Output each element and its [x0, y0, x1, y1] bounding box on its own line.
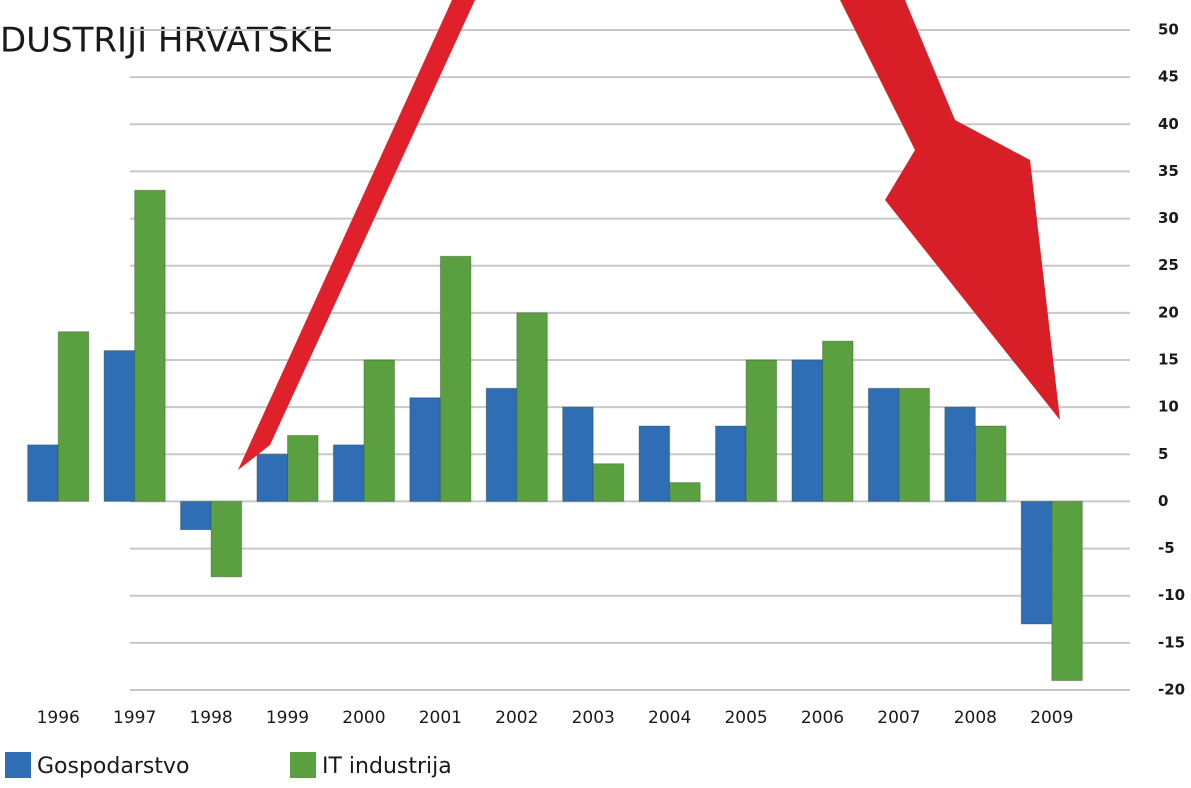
x-tick-label: 2004 — [648, 708, 691, 728]
x-tick-label: 2002 — [495, 708, 538, 728]
x-tick-label: 2007 — [877, 708, 920, 728]
bar — [364, 360, 395, 501]
bar — [333, 445, 364, 502]
y-tick-label: -10 — [1158, 586, 1185, 604]
bar — [211, 501, 242, 576]
legend: Gospodarstvo IT industrija — [5, 752, 452, 779]
x-tick-label: 2001 — [419, 708, 462, 728]
x-tick-label: 2009 — [1030, 708, 1073, 728]
bar — [716, 426, 747, 501]
y-tick-label: -20 — [1158, 681, 1185, 699]
y-tick-label: 0 — [1158, 492, 1168, 510]
chart-title: DUSTRIJI HRVATSKE — [0, 21, 333, 61]
bar — [975, 426, 1006, 501]
bar — [868, 388, 899, 501]
x-tick-label: 1998 — [189, 708, 232, 728]
plot-area: -20 -15 -10 -5 0 5 10 15 20 25 30 35 40 45 50 1996 1997 1… — [28, 21, 1185, 729]
bar — [1021, 501, 1052, 624]
bar — [823, 341, 854, 501]
bar — [639, 426, 670, 501]
legend-swatch — [290, 752, 316, 778]
y-tick-label: 5 — [1158, 445, 1168, 463]
bar — [563, 407, 594, 501]
x-tick-label: 2008 — [954, 708, 997, 728]
y-tick-label: 30 — [1158, 209, 1179, 227]
y-tick-label: 15 — [1158, 351, 1179, 369]
y-tick-label: -5 — [1158, 539, 1175, 557]
y-tick-label: 50 — [1158, 21, 1179, 39]
y-tick-label: 25 — [1158, 256, 1179, 274]
bar — [181, 501, 212, 529]
legend-label: IT industrija — [322, 754, 452, 779]
bar — [945, 407, 976, 501]
x-tick-label: 1996 — [37, 708, 80, 728]
x-tick-label: 1999 — [266, 708, 309, 728]
bar — [899, 388, 930, 501]
bar — [28, 445, 59, 502]
legend-label: Gospodarstvo — [37, 754, 189, 779]
bar — [746, 360, 777, 501]
bar — [792, 360, 823, 501]
bar — [593, 464, 624, 502]
bar — [288, 435, 319, 501]
y-tick-label: 10 — [1158, 398, 1179, 416]
bar — [670, 483, 701, 502]
bar — [486, 388, 517, 501]
bar — [440, 256, 471, 501]
y-tick-label: 40 — [1158, 115, 1179, 133]
y-tick-label: 20 — [1158, 303, 1179, 321]
bar — [104, 351, 135, 502]
bar — [135, 190, 166, 501]
decorative-arrow-down — [840, 0, 1060, 420]
bar — [1052, 501, 1083, 680]
chart: DUSTRIJI HRVATSKE -20 -15 -10 -5 0 5 10 15 20 25 3… — [0, 0, 1191, 788]
x-tick-label: 2006 — [801, 708, 844, 728]
bar — [257, 454, 288, 501]
x-tick-label: 1997 — [113, 708, 156, 728]
x-tick-label: 2000 — [342, 708, 385, 728]
legend-swatch — [5, 752, 31, 778]
bar — [410, 398, 441, 502]
x-tick-label: 2005 — [724, 708, 767, 728]
bar — [517, 313, 548, 502]
y-tick-label: 45 — [1158, 68, 1179, 86]
y-tick-label: 35 — [1158, 162, 1179, 180]
y-tick-label: -15 — [1158, 633, 1185, 651]
bar — [58, 332, 89, 502]
x-tick-label: 2003 — [572, 708, 615, 728]
